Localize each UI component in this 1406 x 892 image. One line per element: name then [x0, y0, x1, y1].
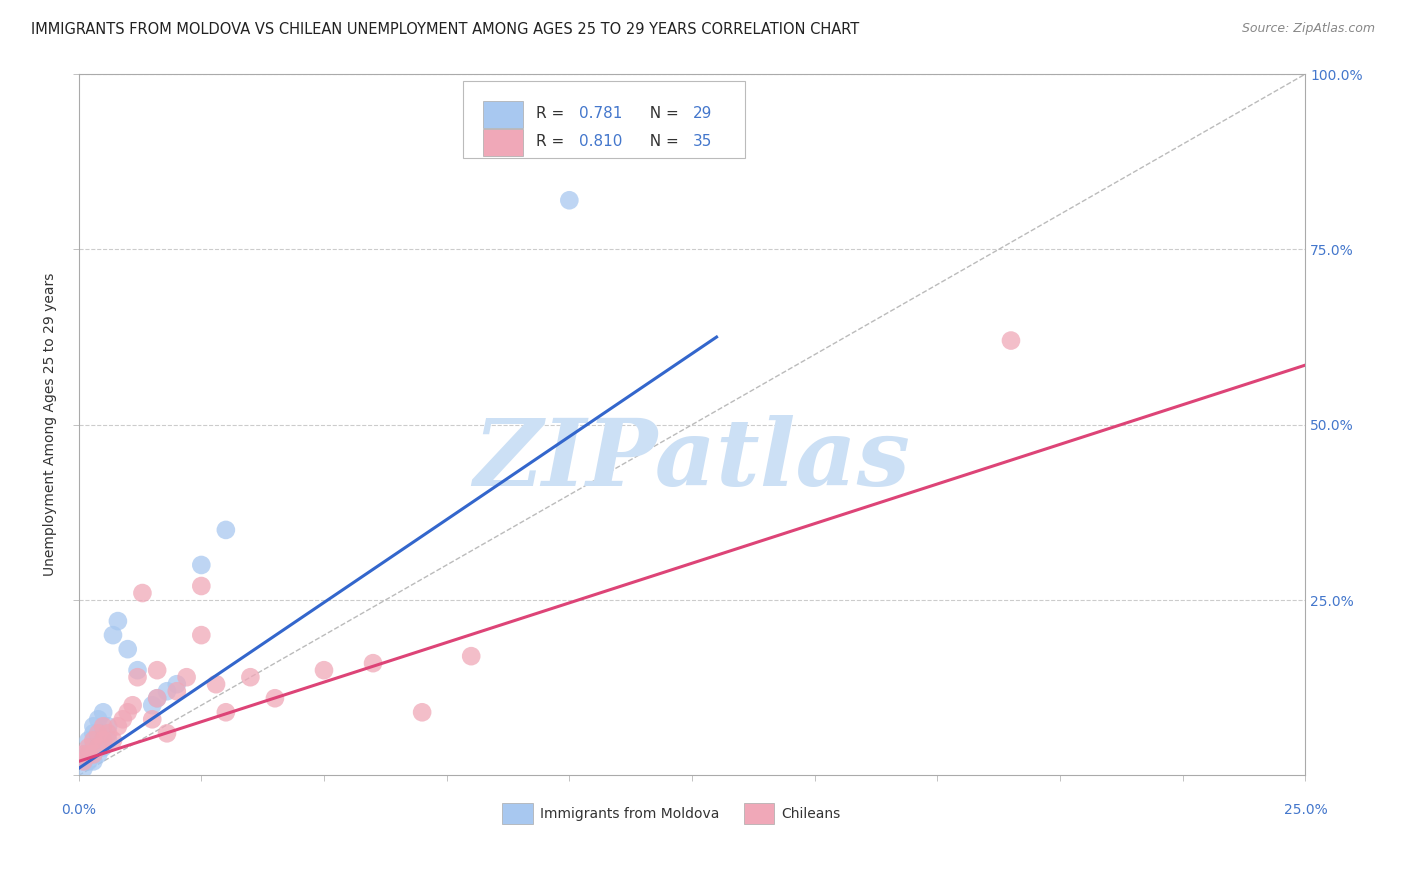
Text: 0.781: 0.781: [579, 105, 623, 120]
Text: Chileans: Chileans: [782, 807, 841, 821]
Point: [87, 733, 110, 747]
Point: [460, 649, 482, 664]
Point: [72, 755, 94, 769]
Point: [166, 684, 188, 698]
Point: [117, 642, 139, 657]
Point: [77, 747, 100, 762]
Point: [87, 747, 110, 762]
Point: [190, 628, 212, 642]
Point: [111, 712, 134, 726]
Point: [411, 706, 433, 720]
FancyBboxPatch shape: [502, 804, 533, 824]
Point: [131, 586, 153, 600]
Point: [72, 755, 94, 769]
Point: [190, 579, 212, 593]
Point: [127, 670, 149, 684]
Point: [127, 663, 149, 677]
Point: [264, 691, 287, 706]
Text: ZIPatlas: ZIPatlas: [474, 415, 911, 505]
Point: [87, 726, 110, 740]
Text: IMMIGRANTS FROM MOLDOVA VS CHILEAN UNEMPLOYMENT AMONG AGES 25 TO 29 YEARS CORREL: IMMIGRANTS FROM MOLDOVA VS CHILEAN UNEMP…: [31, 22, 859, 37]
Point: [176, 670, 198, 684]
Point: [107, 719, 129, 733]
Point: [97, 719, 120, 733]
Point: [87, 740, 110, 755]
Point: [215, 523, 238, 537]
Point: [146, 691, 169, 706]
Point: [146, 691, 169, 706]
Point: [91, 740, 114, 755]
Text: R =: R =: [536, 105, 569, 120]
Point: [77, 733, 100, 747]
Text: N =: N =: [641, 134, 685, 149]
Point: [190, 558, 212, 572]
Point: [72, 747, 94, 762]
Text: Immigrants from Moldova: Immigrants from Moldova: [540, 807, 720, 821]
Text: 35: 35: [693, 134, 713, 149]
Point: [1000, 334, 1022, 348]
Point: [72, 747, 94, 762]
Point: [146, 663, 169, 677]
Point: [91, 719, 114, 733]
Point: [156, 726, 179, 740]
Text: 25.0%: 25.0%: [1284, 804, 1327, 817]
Point: [141, 712, 163, 726]
Point: [166, 677, 188, 691]
Y-axis label: Unemployment Among Ages 25 to 29 years: Unemployment Among Ages 25 to 29 years: [44, 273, 58, 576]
Point: [312, 663, 335, 677]
FancyBboxPatch shape: [463, 81, 745, 158]
Text: R =: R =: [536, 134, 569, 149]
Point: [205, 677, 228, 691]
Point: [77, 740, 100, 755]
Point: [91, 706, 114, 720]
FancyBboxPatch shape: [484, 129, 523, 156]
Point: [82, 755, 104, 769]
Point: [361, 656, 384, 670]
Point: [117, 706, 139, 720]
Text: Source: ZipAtlas.com: Source: ZipAtlas.com: [1241, 22, 1375, 36]
Text: N =: N =: [641, 105, 685, 120]
Point: [72, 761, 94, 775]
Point: [77, 755, 100, 769]
Point: [121, 698, 143, 713]
FancyBboxPatch shape: [484, 101, 523, 128]
Point: [101, 628, 124, 642]
Text: 0.0%: 0.0%: [60, 804, 96, 817]
Point: [101, 733, 124, 747]
Point: [239, 670, 262, 684]
Point: [91, 733, 114, 747]
Point: [215, 706, 238, 720]
Point: [141, 698, 163, 713]
Text: 0.810: 0.810: [579, 134, 623, 149]
Point: [156, 684, 179, 698]
Point: [82, 726, 104, 740]
Point: [82, 733, 104, 747]
Point: [97, 733, 120, 747]
Point: [82, 719, 104, 733]
Point: [107, 614, 129, 628]
Point: [558, 194, 581, 208]
Point: [82, 740, 104, 755]
Point: [97, 726, 120, 740]
Point: [77, 747, 100, 762]
Point: [87, 712, 110, 726]
Point: [82, 747, 104, 762]
Text: 29: 29: [693, 105, 713, 120]
Point: [91, 726, 114, 740]
FancyBboxPatch shape: [744, 804, 775, 824]
